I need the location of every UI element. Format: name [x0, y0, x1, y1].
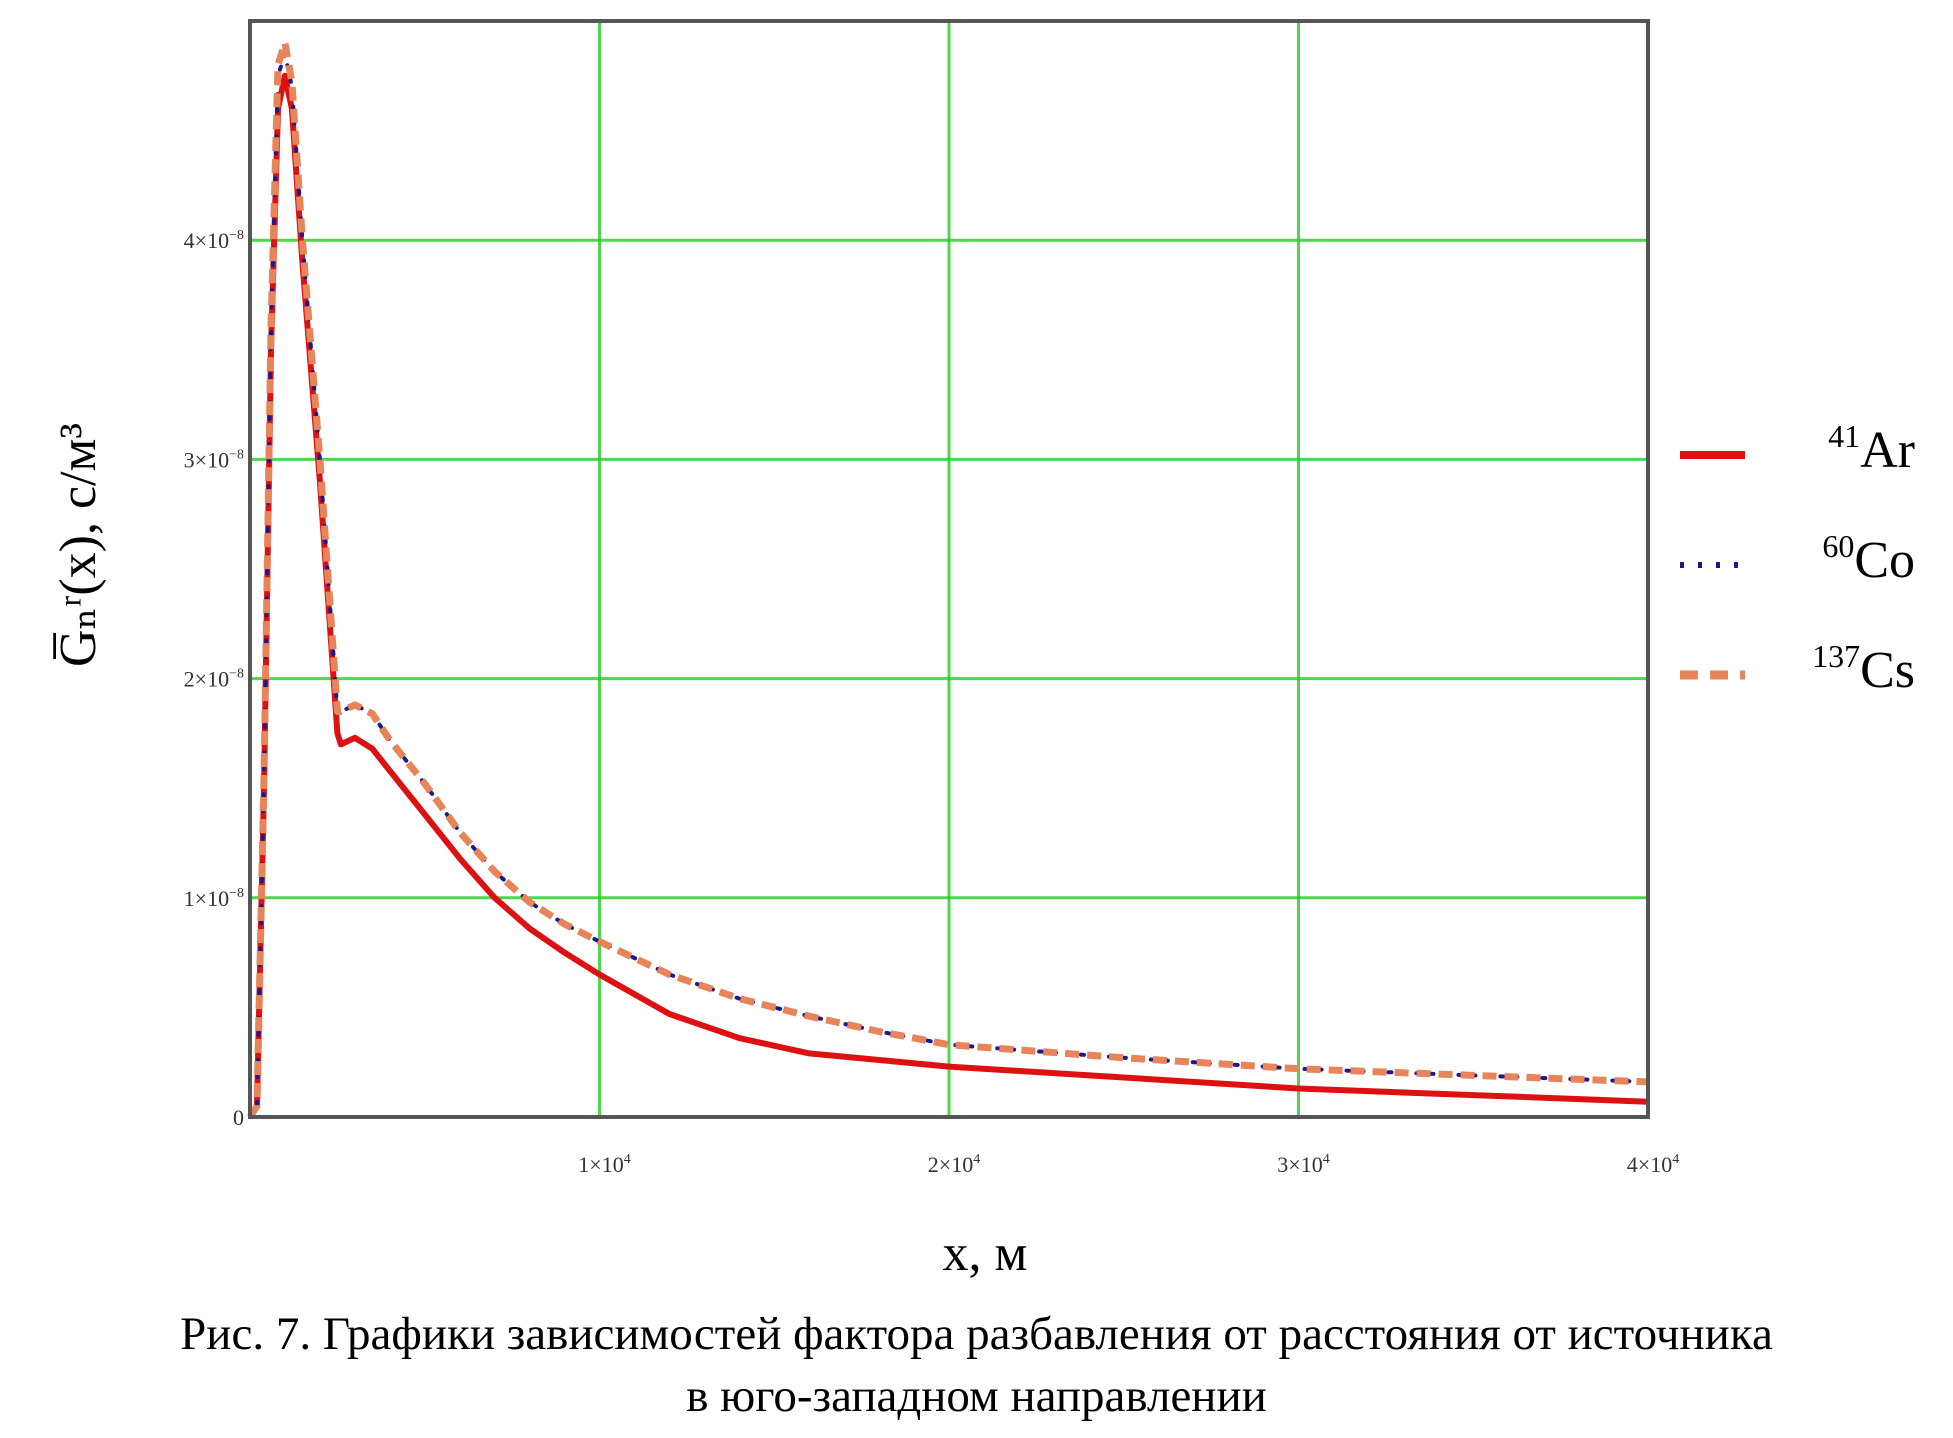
legend-label-ar: 41Ar [1828, 418, 1915, 479]
series-lines [247, 39, 1650, 1119]
y-tick-label: 0 [233, 1105, 244, 1130]
legend-label-co: 60Co [1822, 528, 1915, 589]
figure-caption-line-2: в юго-западном направлении [686, 1370, 1267, 1422]
x-tick-labels: 1×104 2×104 3×104 4×104 [578, 1152, 1679, 1177]
x-axis-label: x, м [943, 1225, 1028, 1282]
y-tick-label: 3×10−8 [184, 447, 244, 472]
x-tick-label: 1×104 [578, 1152, 630, 1177]
grid [250, 21, 1648, 1117]
legend: 41Ar 60Co 137Cs [1680, 418, 1915, 699]
y-axis-label-text: G̅ₙʳ(x), с/м³ [50, 423, 107, 667]
x-tick-label: 2×104 [928, 1152, 980, 1177]
y-tick-labels: 0 1×10−8 2×10−8 3×10−8 4×10−8 [184, 228, 244, 1130]
x-tick-label: 3×104 [1277, 1152, 1329, 1177]
series-line-ar [247, 72, 1649, 1119]
y-tick-label: 4×10−8 [184, 228, 244, 253]
series-line-cs [247, 39, 1649, 1119]
y-tick-label: 1×10−8 [184, 886, 244, 911]
y-axis-label: G̅ₙʳ(x), с/м³ [50, 423, 107, 667]
figure-caption-line-1: Рис. 7. Графики зависимостей фактора раз… [180, 1308, 1773, 1360]
plot-frame [248, 19, 1650, 1119]
y-tick-label: 2×10−8 [184, 667, 244, 692]
x-tick-label: 4×104 [1627, 1152, 1679, 1177]
legend-label-cs: 137Cs [1812, 638, 1915, 699]
